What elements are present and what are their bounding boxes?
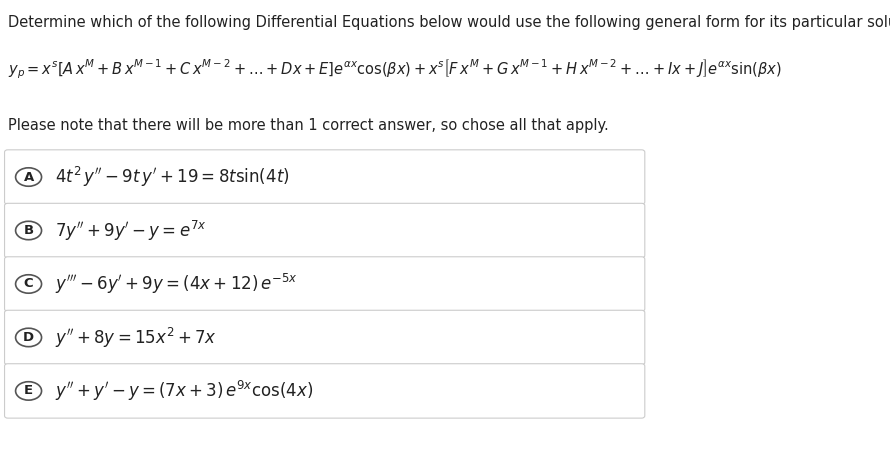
FancyBboxPatch shape: [4, 310, 644, 365]
Text: $7y^{\prime\prime} + 9y^{\prime} - y = e^{7x}$: $7y^{\prime\prime} + 9y^{\prime} - y = e…: [54, 219, 206, 242]
FancyBboxPatch shape: [4, 257, 644, 311]
FancyBboxPatch shape: [4, 364, 644, 418]
Text: B: B: [23, 224, 34, 237]
Text: $4t^2\,y^{\prime\prime} - 9t\,y^{\prime} + 19 = 8t\sin(4t)$: $4t^2\,y^{\prime\prime} - 9t\,y^{\prime}…: [54, 165, 289, 189]
FancyBboxPatch shape: [4, 203, 644, 258]
Text: Please note that there will be more than 1 correct answer, so chose all that app: Please note that there will be more than…: [8, 118, 609, 133]
Circle shape: [16, 168, 42, 186]
Text: A: A: [23, 171, 34, 183]
Circle shape: [16, 382, 42, 400]
Text: Determine which of the following Differential Equations below would use the foll: Determine which of the following Differe…: [8, 15, 890, 30]
Text: E: E: [24, 384, 33, 397]
FancyBboxPatch shape: [4, 150, 644, 204]
Circle shape: [16, 221, 42, 240]
Text: $y_p = x^s\left[A\,x^M + B\,x^{M-1} + C\,x^{M-2} + \ldots + Dx + E\right]e^{\alp: $y_p = x^s\left[A\,x^M + B\,x^{M-1} + C\…: [8, 58, 781, 81]
Circle shape: [16, 275, 42, 293]
Text: $y^{\prime\prime} + 8y = 15x^2 + 7x$: $y^{\prime\prime} + 8y = 15x^2 + 7x$: [54, 325, 216, 349]
Circle shape: [16, 328, 42, 347]
Text: D: D: [23, 331, 34, 344]
Text: $y^{\prime\prime} + y^{\prime} - y = (7x + 3)\,e^{9x}\cos(4x)$: $y^{\prime\prime} + y^{\prime} - y = (7x…: [54, 379, 312, 403]
Text: C: C: [24, 278, 34, 290]
Text: $y^{\prime\prime\prime} - 6y^{\prime} + 9y = (4x + 12)\,e^{-5x}$: $y^{\prime\prime\prime} - 6y^{\prime} + …: [54, 272, 297, 296]
